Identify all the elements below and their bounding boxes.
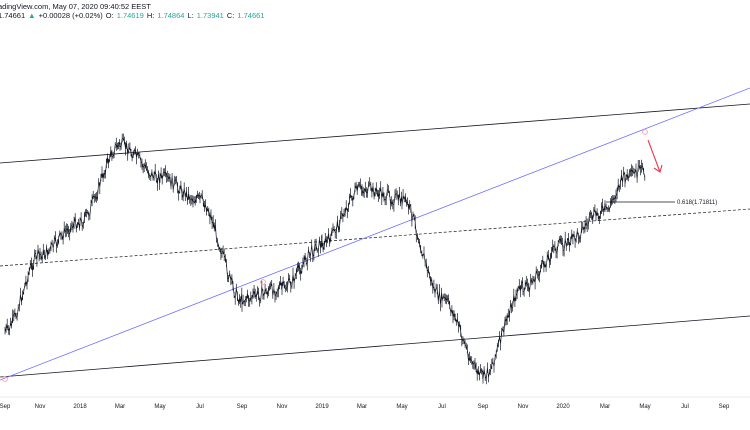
x-tick-label: Mar: [600, 404, 610, 410]
x-tick-label: Mar: [115, 404, 125, 410]
x-tick-label: May: [396, 404, 407, 410]
x-tick-label: 2018: [73, 404, 87, 410]
x-tick-label: Nov: [35, 404, 46, 410]
price-bars: [4, 133, 646, 385]
last-price: 1.74661: [0, 11, 26, 20]
fib-level-label: 0.618(1.71811): [677, 200, 717, 206]
chart-header: adingView.com, May 07, 2020 09:40:52 EES…: [0, 0, 750, 20]
close-label: C:: [226, 11, 235, 20]
x-tick-label: 2019: [315, 404, 329, 410]
x-tick-label: Sep: [0, 404, 11, 410]
down-arrow-icon: [647, 139, 663, 173]
up-arrow-icon: ▲: [28, 11, 36, 20]
x-tick-label: Jul: [681, 404, 689, 410]
x-tick-label: Sep: [478, 404, 489, 410]
pivot-marker: [642, 129, 648, 135]
open-value: 1.74619: [116, 11, 144, 20]
open-label: O:: [105, 11, 114, 20]
price-change: +0.00028 (+0.02%): [38, 11, 103, 20]
trendline-blue[interactable]: [0, 87, 750, 381]
x-tick-label: May: [154, 404, 165, 410]
pivot-marker: [2, 376, 8, 382]
pivot-marker: [260, 279, 266, 285]
x-tick-label: May: [639, 404, 650, 410]
header-source-line: adingView.com, May 07, 2020 09:40:52 EES…: [0, 2, 151, 11]
time-axis[interactable]: Sep Nov 2018 Mar May Jul Sep Nov 2019 Mar May Jul Se…: [0, 404, 730, 410]
upper-channel-line[interactable]: [0, 103, 750, 164]
high-label: H:: [146, 11, 155, 20]
x-tick-label: Sep: [237, 404, 248, 410]
close-value: 1.74661: [237, 11, 265, 20]
high-value: 1.74864: [157, 11, 185, 20]
x-tick-label: 2020: [556, 404, 570, 410]
channel-lines: [0, 87, 750, 381]
x-tick-label: Mar: [357, 404, 367, 410]
price-series: [4, 133, 646, 385]
low-value: 1.73941: [196, 11, 224, 20]
x-tick-label: Jul: [438, 404, 446, 410]
x-tick-label: Nov: [518, 404, 529, 410]
lower-channel-line[interactable]: [0, 315, 750, 378]
x-tick-label: Sep: [719, 404, 730, 410]
low-label: L:: [187, 11, 194, 20]
x-tick-label: Nov: [277, 404, 288, 410]
pivot-markers: [2, 129, 648, 382]
x-tick-label: Jul: [196, 404, 204, 410]
header-ohlc-line: 1.74661 ▲ +0.00028 (+0.02%) O: 1.74619 H: 1.74…: [0, 11, 267, 20]
middle-channel-dashed-line[interactable]: [0, 208, 750, 267]
